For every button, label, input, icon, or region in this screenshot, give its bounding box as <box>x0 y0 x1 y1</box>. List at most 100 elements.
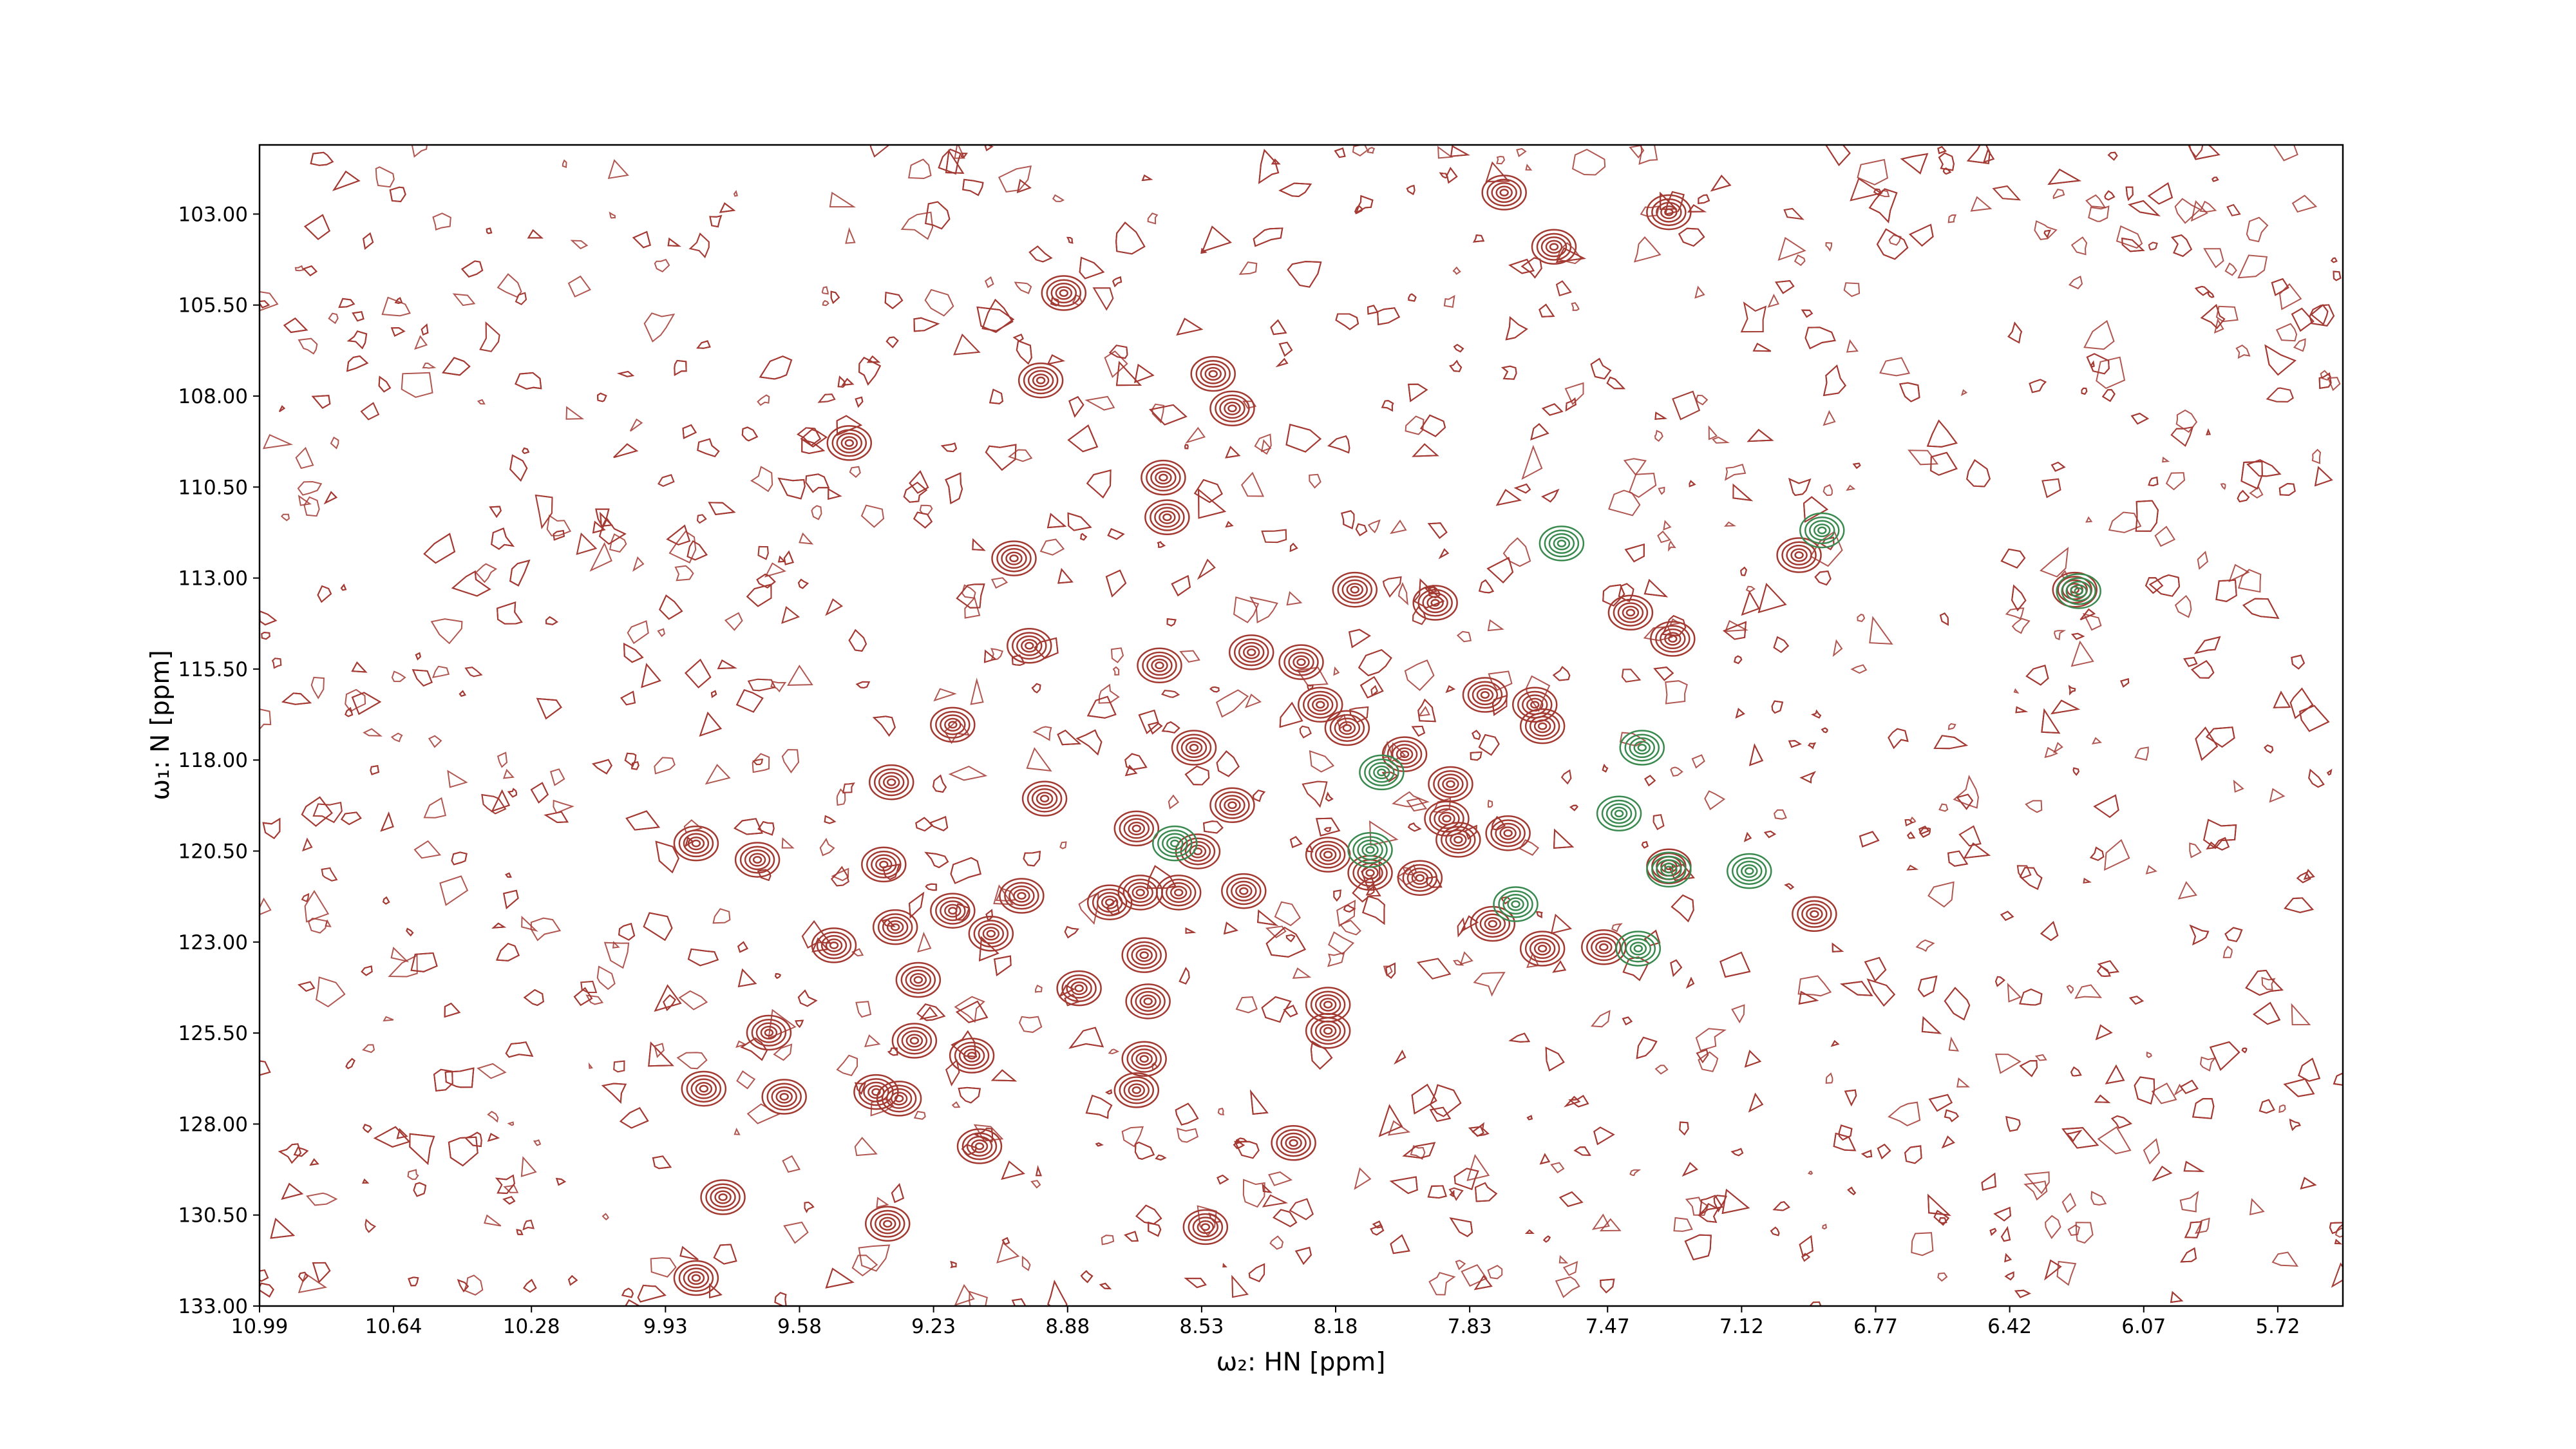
noise-contour <box>2096 965 2111 977</box>
peak-contour <box>963 1048 981 1063</box>
noise-contour <box>448 1136 478 1167</box>
noise-contour <box>1653 667 1674 681</box>
noise-contour <box>757 869 772 882</box>
peak-contour <box>699 1084 709 1093</box>
peak <box>1041 275 1087 311</box>
peak-contour <box>1357 839 1383 860</box>
noise-contour <box>1179 650 1200 663</box>
peak-contour <box>1619 730 1665 766</box>
noise-contour <box>1057 729 1081 746</box>
noise-contour <box>2061 1127 2099 1149</box>
noise-contour <box>1811 709 1822 719</box>
noise-contour <box>1740 301 1767 333</box>
y-tick-label: 113.00 <box>178 567 248 591</box>
peak-contour <box>1227 801 1237 810</box>
noise-contour <box>1487 619 1504 632</box>
noise-contour <box>1539 1153 1551 1165</box>
noise-contour <box>2213 837 2230 851</box>
plot-frame <box>258 144 2344 1307</box>
noise-contour <box>2296 871 2311 884</box>
noise-contour <box>1437 146 1454 159</box>
noise-contour <box>1807 1170 1814 1175</box>
noise-contour <box>361 965 373 976</box>
noise-contour <box>632 231 651 249</box>
noise-contour <box>741 426 759 442</box>
peak-contour <box>755 1022 782 1043</box>
peak-contour <box>1544 529 1580 558</box>
peak-contour <box>1215 791 1250 819</box>
noise-contour <box>2278 482 2296 496</box>
noise-contour <box>866 355 881 363</box>
peak <box>1539 526 1585 562</box>
noise-contour <box>1695 1028 1727 1052</box>
noise-contour <box>1031 683 1041 694</box>
peak <box>1519 708 1566 744</box>
noise-contour <box>972 538 986 551</box>
noise-contour <box>1175 1103 1199 1126</box>
noise-contour <box>365 1218 377 1233</box>
peak <box>1470 905 1516 942</box>
peak-contour <box>826 425 873 461</box>
noise-contour <box>260 1269 269 1282</box>
noise-contour <box>1501 365 1517 380</box>
noise-contour <box>781 837 795 849</box>
noise-contour <box>1550 913 1572 934</box>
noise-contour <box>2246 216 2269 243</box>
peak-contour <box>1307 694 1334 715</box>
noise-contour <box>1685 976 1695 989</box>
noise-contour <box>2235 345 2251 359</box>
noise-contour <box>298 1271 308 1283</box>
noise-contour <box>869 145 889 158</box>
noise-contour <box>1016 339 1032 365</box>
noise-contour <box>1797 975 1832 997</box>
peak <box>861 846 907 883</box>
peak-contour <box>1132 824 1142 833</box>
noise-contour <box>2289 1118 2301 1132</box>
noise-contour <box>915 817 933 832</box>
noise-contour <box>1408 383 1428 402</box>
peak <box>999 878 1045 914</box>
peak-contour <box>1239 887 1249 895</box>
noise-contour <box>495 1174 515 1195</box>
peak-contour <box>1646 194 1692 231</box>
noise-contour <box>945 472 963 504</box>
noise-contour <box>1271 158 1281 165</box>
noise-contour <box>1453 960 1464 966</box>
peak-contour <box>1209 787 1255 824</box>
noise-contour <box>2271 278 2289 296</box>
peak-contour <box>1786 544 1812 566</box>
peak-contour <box>1656 859 1682 880</box>
peak-contour <box>744 849 771 871</box>
noise-contour <box>1398 582 1408 606</box>
peak-contour <box>905 969 932 990</box>
peak-contour <box>1605 803 1633 824</box>
peak <box>1018 362 1064 399</box>
peak <box>1121 937 1167 973</box>
peak <box>1190 355 1236 392</box>
noise-contour <box>1906 864 1919 871</box>
noise-contour <box>1844 1089 1857 1106</box>
noise-contour <box>913 511 933 529</box>
noise-contour <box>1710 175 1732 192</box>
noise-contour <box>457 1279 469 1293</box>
noise-contour <box>613 1060 625 1073</box>
peak-contour <box>1617 602 1644 623</box>
noise-contour <box>411 145 428 158</box>
noise-contour <box>1408 383 1428 402</box>
noise-contour <box>1629 145 1645 159</box>
noise-contour <box>1273 1209 1298 1227</box>
noise-contour <box>1772 1201 1790 1211</box>
noise-contour <box>527 229 544 239</box>
noise-contour <box>2004 1253 2012 1263</box>
noise-contour <box>719 202 736 213</box>
peak-contour <box>1235 884 1253 898</box>
noise-contour <box>2067 1224 2081 1236</box>
noise-contour <box>2184 1221 2202 1238</box>
peak-contour <box>882 775 900 790</box>
noise-contour <box>2000 1226 2011 1242</box>
noise-contour <box>1333 666 1340 676</box>
noise-contour <box>737 941 748 953</box>
peak-contour <box>761 1079 807 1115</box>
peak-contour <box>1305 1012 1351 1049</box>
peak <box>1359 754 1405 791</box>
